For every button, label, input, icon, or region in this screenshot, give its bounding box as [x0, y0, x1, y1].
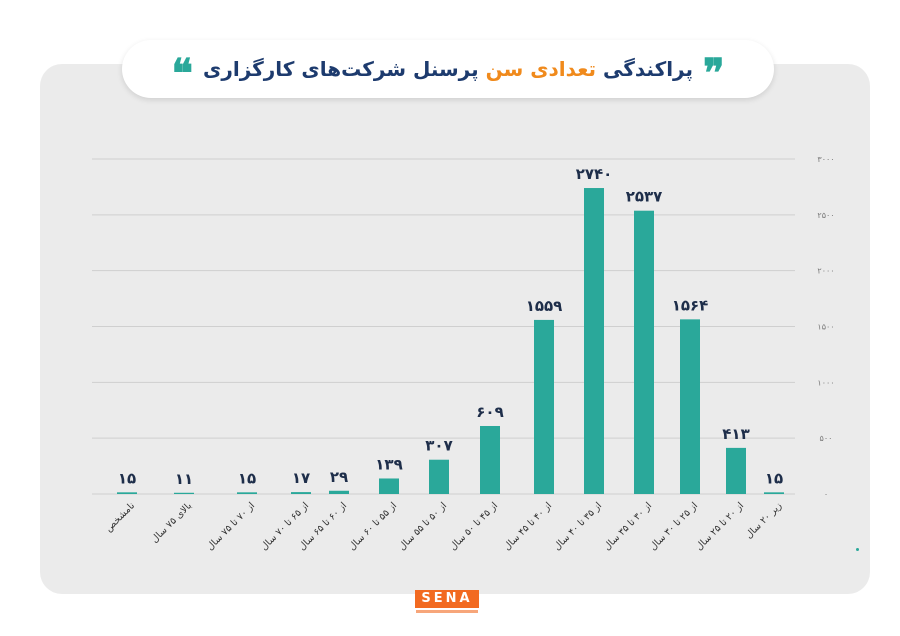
- x-tick-label: از ۴۰ تا ۴۵ سال: [502, 500, 554, 552]
- quote-open-icon: ❞: [703, 50, 725, 97]
- bar-value-label: ۳۰۷: [425, 437, 452, 455]
- bar-value-label: ۶۰۹: [476, 403, 503, 421]
- y-tick-label: ۳۰۰۰: [817, 155, 834, 164]
- bar: [480, 425, 500, 494]
- y-tick-label: ۲۵۰۰: [817, 211, 834, 220]
- bar: [237, 492, 257, 494]
- bar-value-label: ۱۵: [238, 469, 256, 487]
- bar-value-label: ۱۵: [118, 469, 136, 487]
- x-tick-label: از ۲۰ تا ۲۵ سال: [694, 500, 746, 552]
- x-tick-label: از ۳۰ تا ۳۵ سال: [602, 500, 654, 552]
- bar: [584, 188, 604, 495]
- x-tick-label: بالای ۷۵ سال: [149, 500, 194, 545]
- sena-logo: SENA: [412, 590, 482, 616]
- bar-value-label: ۴۱۳: [722, 425, 749, 443]
- bar: [291, 492, 311, 494]
- bar-value-label: ۱۷: [292, 469, 310, 487]
- quote-close-icon: ❝: [171, 50, 193, 97]
- title-part-1: پراکندگی: [602, 57, 694, 81]
- bar-value-label: ۱۵: [765, 469, 783, 487]
- chart-panel: [40, 64, 870, 594]
- x-tick-label: از ۵۰ تا ۵۵ سال: [397, 500, 449, 552]
- y-tick-label: ۰: [824, 490, 828, 499]
- title-part-2: تعدادی سن: [485, 57, 597, 81]
- y-tick-label: ۵۰۰: [820, 434, 833, 443]
- bar: [117, 492, 137, 494]
- logo-underline: [416, 610, 478, 613]
- chart-title: پراکندگی تعدادی سن پرسنل شرکت‌های کارگزا…: [203, 57, 693, 81]
- bar: [534, 319, 554, 494]
- x-tick-label: زیر ۲۰ سال: [743, 500, 784, 541]
- x-tick-label: از ۲۵ تا ۳۰ سال: [648, 500, 700, 552]
- x-tick-label: از ۴۵ تا ۵۰ سال: [448, 500, 500, 552]
- bar: [174, 492, 194, 494]
- bar: [634, 210, 654, 494]
- x-tick-label: از ۷۰ تا ۷۵ سال: [205, 500, 257, 552]
- bar: [379, 478, 399, 494]
- bar-value-label: ۲۵۳۷: [626, 188, 663, 206]
- y-tick-label: ۱۵۰۰: [817, 323, 834, 332]
- bar-value-label: ۱۳۹: [375, 455, 402, 473]
- bar: [680, 319, 700, 494]
- y-tick-label: ۲۰۰۰: [817, 267, 834, 276]
- x-tick-label: نامشخص: [103, 500, 137, 534]
- bar: [329, 490, 349, 494]
- x-tick-label: از ۳۵ تا ۴۰ سال: [552, 500, 604, 552]
- logo-text: SENA: [415, 590, 479, 608]
- bar-value-label: ۱۵۵۹: [526, 297, 563, 315]
- title-part-3: پرسنل شرکت‌های کارگزاری: [203, 57, 479, 81]
- title-banner: ❞ پراکندگی تعدادی سن پرسنل شرکت‌های کارگ…: [122, 40, 774, 98]
- bar: [764, 492, 784, 494]
- bar: [429, 459, 449, 494]
- bar-value-label: ۲۷۴۰: [576, 165, 613, 183]
- decorative-dot: [856, 548, 859, 551]
- bar-value-label: ۲۹: [330, 468, 348, 486]
- x-tick-label: از ۵۵ تا ۶۰ سال: [347, 500, 399, 552]
- bar-value-label: ۱۱: [175, 470, 193, 488]
- y-tick-label: ۱۰۰۰: [817, 378, 834, 387]
- bar: [726, 447, 746, 494]
- bar-value-label: ۱۵۶۴: [672, 296, 709, 314]
